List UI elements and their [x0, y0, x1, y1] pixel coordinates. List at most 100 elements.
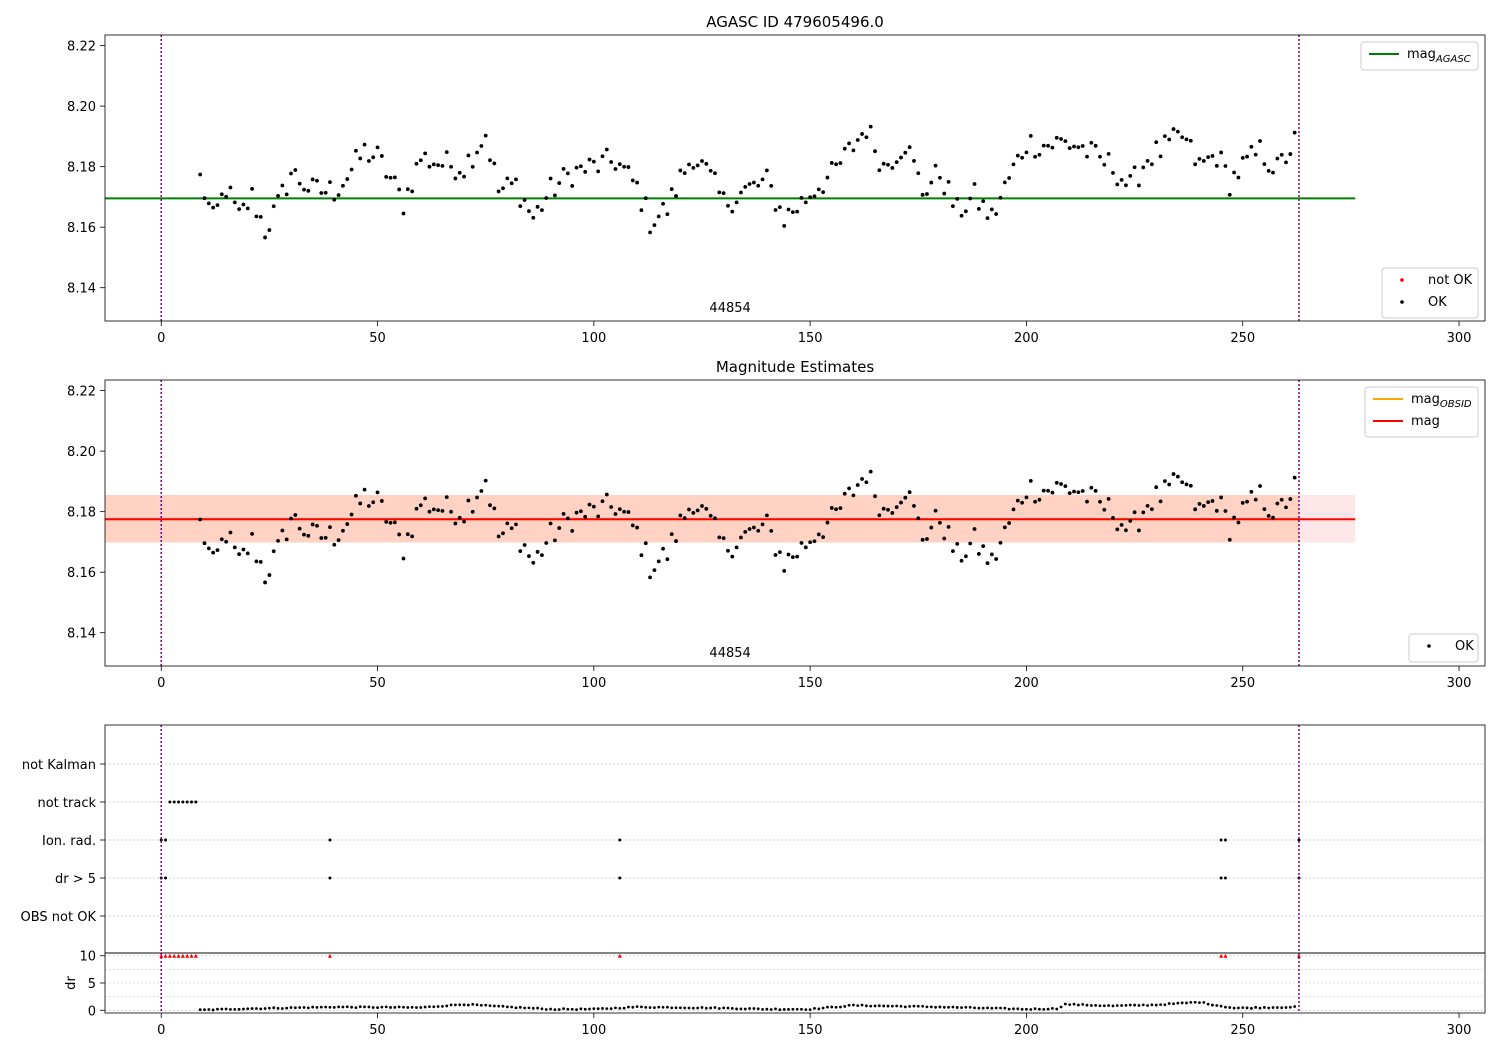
axes-frame [104, 34, 1486, 322]
data-point-ok [795, 554, 800, 559]
data-point-ok [851, 493, 856, 498]
dr-point [501, 1004, 505, 1008]
legend-box [1381, 267, 1479, 319]
dr-point [1124, 1003, 1128, 1007]
data-point-ok [877, 168, 882, 173]
data-point-ok [769, 183, 774, 188]
data-point-ok [1132, 165, 1137, 170]
data-point-ok [756, 183, 761, 188]
chart-title: Magnitude Estimates [716, 358, 874, 376]
data-point-ok [933, 508, 938, 513]
dr-point [908, 1004, 912, 1008]
data-point-ok [682, 516, 687, 521]
flag-point [181, 800, 185, 804]
data-point-ok [1050, 490, 1055, 495]
data-point-ok [1037, 152, 1042, 157]
data-point-ok [397, 532, 402, 537]
dr-point [1189, 1000, 1193, 1004]
data-point-ok [284, 192, 289, 197]
dr-point [1033, 1007, 1037, 1011]
data-point-ok [1184, 482, 1189, 487]
legend-label: magAGASC [1407, 47, 1471, 65]
dr-point [1081, 1002, 1085, 1006]
dr-point [376, 1006, 379, 1010]
data-point-ok [384, 520, 389, 524]
data-point-ok [263, 580, 267, 585]
obsid-annotation: 44854 [709, 646, 750, 661]
data-point-ok [514, 522, 518, 527]
data-point-ok [271, 204, 276, 209]
data-point-ok [661, 546, 665, 551]
data-point-ok [955, 196, 960, 201]
data-point-ok [267, 573, 272, 577]
dr-point [272, 1006, 276, 1010]
data-point-ok [263, 235, 267, 240]
dr-point [1042, 1007, 1046, 1011]
data-point-ok [972, 527, 977, 531]
data-point-ok [232, 545, 237, 550]
data-point-ok [739, 535, 743, 540]
data-point-ok [803, 200, 808, 205]
data-point-ok [764, 513, 769, 518]
y-tick-label: 8.20 [67, 100, 96, 115]
dr-point [1020, 1007, 1024, 1011]
dr-point [968, 1005, 972, 1009]
dr-point [345, 1005, 349, 1009]
dr-point [843, 1005, 847, 1008]
data-point-ok [1128, 519, 1133, 523]
dr-point [315, 1005, 319, 1009]
flag-point [1223, 838, 1227, 842]
dr-point [518, 1005, 522, 1009]
dr-point [726, 1006, 730, 1010]
data-point-ok [1279, 497, 1284, 502]
dr-point [1038, 1007, 1041, 1011]
data-point-ok [522, 543, 527, 547]
dr-point [856, 1004, 860, 1008]
data-point-ok [453, 521, 458, 526]
data-point-ok [648, 230, 652, 235]
dr-point [934, 1005, 937, 1009]
dr-point [1063, 1002, 1067, 1006]
data-point-ok [950, 549, 955, 554]
dr-point [293, 1006, 297, 1010]
data-point-ok [942, 191, 947, 196]
data-point-ok [496, 189, 501, 194]
dr-point [752, 1007, 756, 1010]
dr-point [813, 1006, 816, 1010]
data-point-ok [241, 202, 246, 207]
data-point-ok [466, 153, 471, 158]
data-point-ok [211, 205, 216, 210]
dr-point [622, 1006, 626, 1010]
data-point-ok [829, 161, 834, 165]
dr-point [691, 1006, 695, 1010]
x-tick-label: 200 [1014, 1023, 1039, 1038]
data-point-ok [886, 507, 890, 512]
dr-point [1007, 1007, 1011, 1011]
dr-point [1094, 1003, 1098, 1007]
data-point-ok [1236, 520, 1241, 525]
y-tick-label: 8.16 [67, 566, 96, 581]
data-point-ok [1284, 160, 1288, 165]
data-point-ok [1184, 137, 1189, 142]
dr-clipped-point [167, 953, 172, 958]
dr-point [350, 1005, 353, 1009]
data-point-ok [1219, 150, 1224, 155]
data-point-ok [985, 216, 990, 221]
data-point-ok [1141, 165, 1146, 170]
dr-point [1025, 1007, 1028, 1011]
data-point-ok [215, 548, 220, 553]
dr-point [1072, 1002, 1076, 1006]
data-point-ok [289, 171, 293, 176]
data-point-ok [341, 183, 345, 188]
dr-point [579, 1007, 583, 1011]
data-point-ok [1024, 150, 1029, 155]
flag-point [1219, 876, 1223, 880]
data-point-ok [652, 223, 657, 227]
data-point-ok [250, 532, 254, 536]
data-point-ok [989, 207, 994, 212]
data-point-ok [1167, 482, 1172, 487]
dr-point [921, 1004, 925, 1008]
legend-label: OK [1428, 295, 1447, 310]
data-point-ok [1253, 497, 1258, 502]
data-point-ok [336, 538, 341, 543]
